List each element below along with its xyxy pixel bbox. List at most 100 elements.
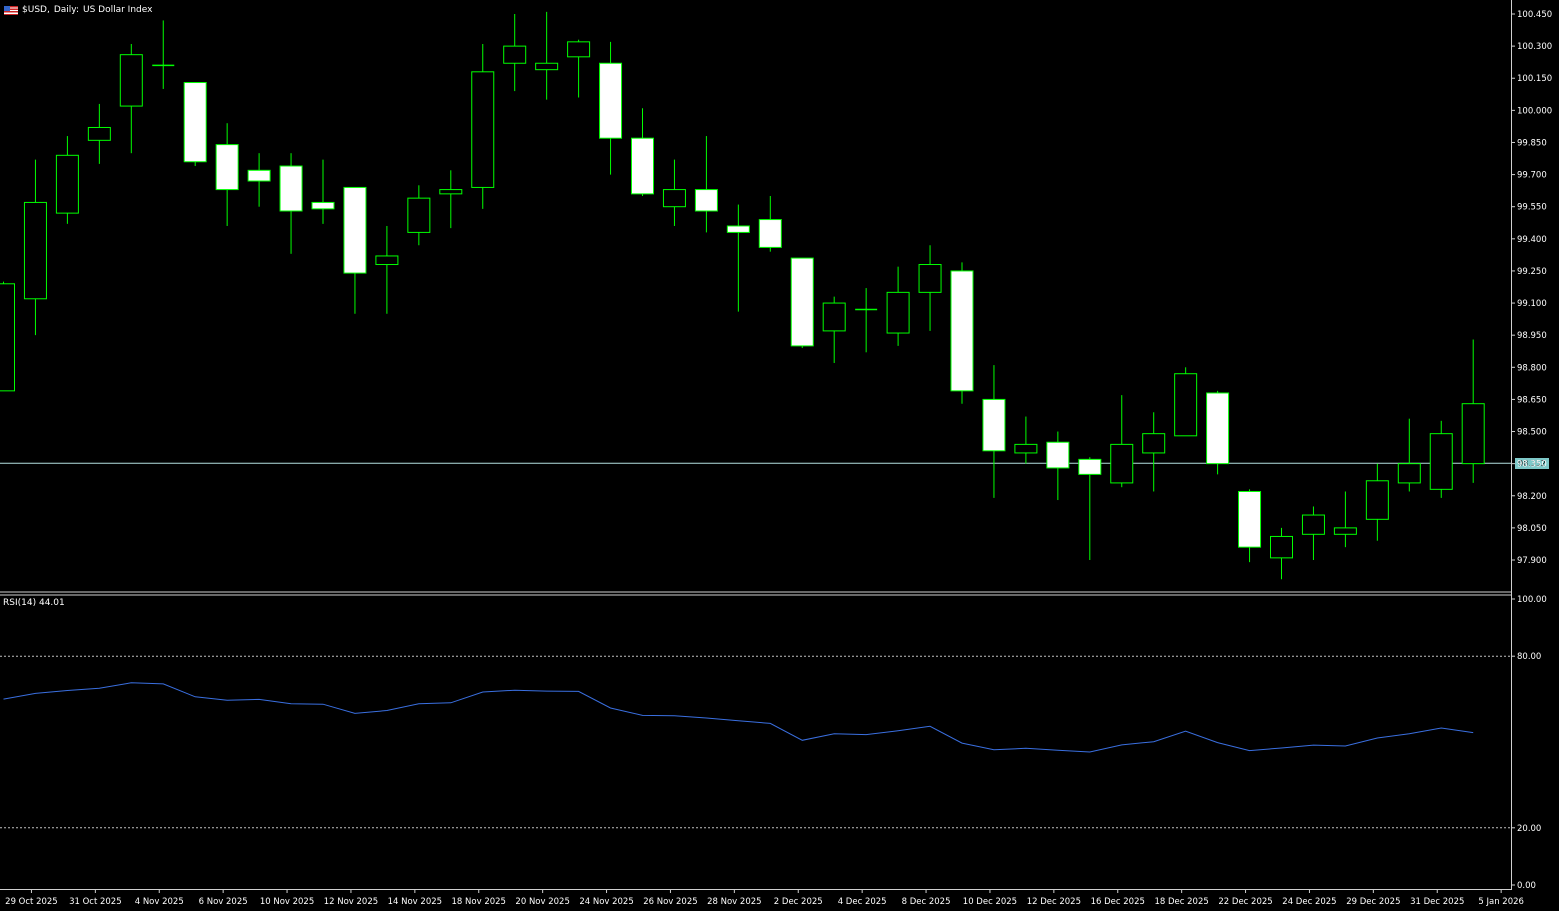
- candle: [599, 41, 623, 175]
- candle: [87, 103, 111, 164]
- candle: [152, 20, 175, 89]
- candle-body: [535, 62, 559, 71]
- candle-body: [599, 62, 623, 139]
- candle: [662, 159, 686, 226]
- rsi-tick-label: 100.00: [1517, 595, 1547, 605]
- candle: [1014, 416, 1038, 464]
- candle: [1174, 367, 1198, 437]
- candle: [1333, 491, 1357, 548]
- price-tick-label: 98.650: [1517, 395, 1547, 405]
- candle-body: [343, 186, 367, 274]
- candle-body: [1461, 403, 1485, 465]
- candle: [982, 365, 1006, 498]
- date-tick-label: 22 Dec 2025: [1218, 897, 1272, 907]
- us-flag-icon: [4, 5, 18, 15]
- candle-body: [1301, 514, 1325, 535]
- candle: [855, 288, 878, 353]
- candle-body: [55, 154, 79, 214]
- candle-body: [279, 165, 303, 212]
- price-tick-label: 99.100: [1517, 299, 1547, 309]
- candle: [790, 257, 814, 349]
- candle-body: [247, 169, 271, 182]
- candle: [23, 159, 47, 336]
- date-tick-label: 10 Nov 2025: [260, 897, 314, 907]
- candle: [215, 123, 239, 226]
- candle: [1429, 420, 1453, 498]
- instrument-name: US Dollar Index: [83, 5, 153, 15]
- date-tick-label: 10 Dec 2025: [963, 897, 1017, 907]
- candle-body: [918, 264, 942, 293]
- candle: [726, 204, 750, 312]
- price-tick-label: 98.800: [1517, 363, 1547, 373]
- candle: [1142, 412, 1166, 492]
- rsi-header: RSI(14) 44.01: [3, 598, 65, 608]
- candle: [343, 186, 367, 314]
- price-tick-label: 99.700: [1517, 171, 1547, 181]
- candle-body: [982, 398, 1006, 452]
- candle: [1238, 489, 1262, 563]
- symbol-label: $USD: [22, 5, 47, 15]
- candle-body: [662, 189, 686, 208]
- candle-body: [1333, 527, 1357, 535]
- rsi-label: RSI(14): [3, 598, 37, 608]
- date-tick-label: 31 Oct 2025: [69, 897, 122, 907]
- candle: [886, 266, 910, 346]
- candle: [1046, 431, 1070, 501]
- price-tick-label: 99.550: [1517, 203, 1547, 213]
- candle: [247, 153, 271, 207]
- price-tick-label: 99.850: [1517, 138, 1547, 148]
- candle-body: [23, 201, 47, 300]
- candle-body: [790, 257, 814, 347]
- candle: [1365, 463, 1389, 541]
- date-tick-label: 28 Nov 2025: [707, 897, 761, 907]
- candle: [918, 245, 942, 331]
- candle-body: [375, 255, 399, 266]
- date-tick-label: 29 Dec 2025: [1346, 897, 1400, 907]
- price-tick-label: 100.000: [1517, 106, 1552, 116]
- date-tick-label: 26 Nov 2025: [643, 897, 697, 907]
- date-tick-label: 6 Nov 2025: [199, 897, 248, 907]
- date-tick-label: 4 Nov 2025: [135, 897, 184, 907]
- candle-body: [726, 225, 750, 233]
- candle: [119, 43, 143, 154]
- price-tick-label: 98.200: [1517, 492, 1547, 502]
- candle-body: [311, 201, 335, 210]
- price-tick-label: 99.400: [1517, 235, 1547, 245]
- price-tick-label: 98.950: [1517, 331, 1547, 341]
- date-tick-label: 14 Nov 2025: [388, 897, 442, 907]
- candle: [183, 82, 207, 167]
- candle-body: [1270, 535, 1293, 559]
- candle-body: [950, 270, 974, 392]
- candle: [631, 108, 654, 196]
- date-tick-label: 31 Dec 2025: [1410, 897, 1464, 907]
- date-tick-label: 5 Jan 2026: [1478, 897, 1524, 907]
- timeframe-label: Daily:: [53, 5, 79, 15]
- candle: [55, 136, 79, 224]
- candle: [1078, 457, 1102, 560]
- candle-body: [1014, 443, 1038, 454]
- candle-body: [183, 82, 207, 163]
- candle-body: [567, 41, 591, 58]
- candle-body: [1397, 463, 1421, 484]
- rsi-tick-label: 0.00: [1517, 881, 1536, 891]
- candle: [535, 11, 559, 100]
- candle: [822, 296, 846, 364]
- candle-body: [1142, 433, 1166, 454]
- candle-body: [886, 291, 910, 334]
- date-tick-label: 24 Dec 2025: [1282, 897, 1336, 907]
- rsi-tick-label: 20.00: [1517, 824, 1541, 834]
- candle-body: [119, 54, 143, 107]
- candle-body: [87, 126, 111, 141]
- candle-body: [694, 189, 718, 212]
- candle: [1110, 395, 1134, 488]
- candle-body: [439, 189, 463, 195]
- date-tick-label: 12 Dec 2025: [1027, 897, 1081, 907]
- candle: [471, 43, 495, 209]
- candle: [694, 136, 718, 233]
- chart-header: $USD, Daily: US Dollar Index: [4, 5, 152, 15]
- candle: [1461, 339, 1485, 483]
- candle: [407, 185, 431, 246]
- price-tick-label: 97.900: [1517, 556, 1547, 566]
- rsi-tick-label: 80.00: [1517, 652, 1541, 662]
